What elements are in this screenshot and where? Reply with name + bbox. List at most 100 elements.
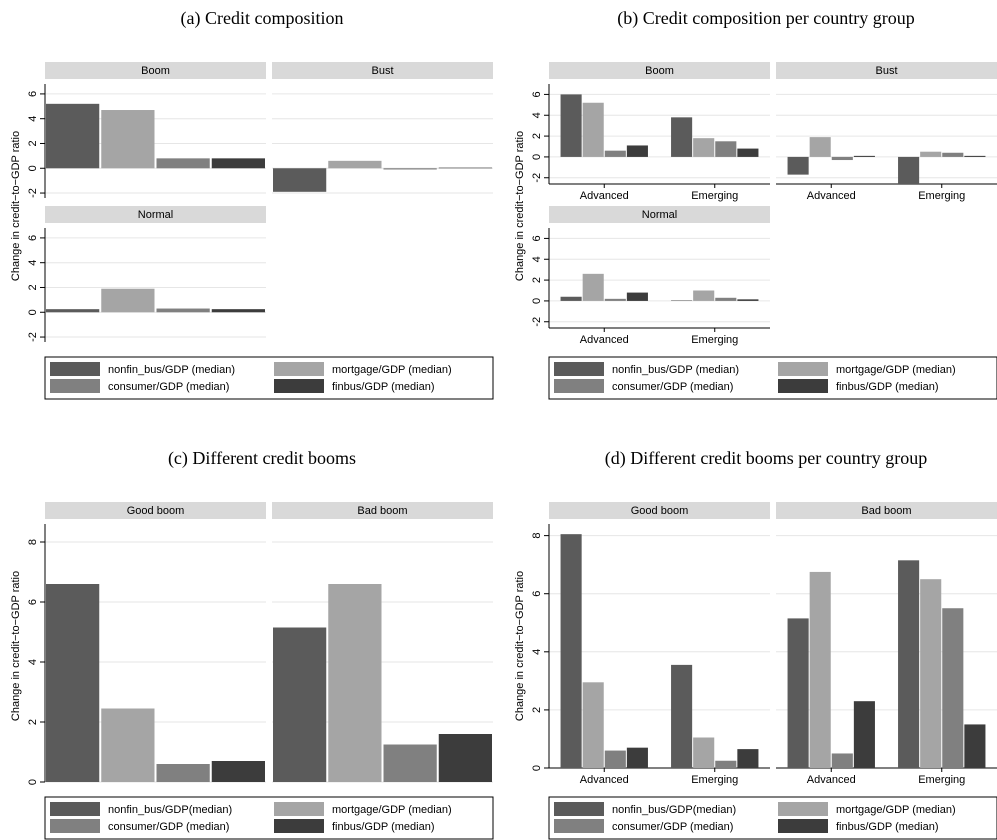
bar bbox=[383, 168, 437, 170]
bar bbox=[831, 753, 853, 768]
legend-box bbox=[548, 356, 997, 400]
chart-title: (b) Credit composition per country group bbox=[617, 8, 914, 29]
y-tick-label: 4 bbox=[531, 112, 543, 118]
legend-label: mortgage/GDP (median) bbox=[332, 364, 452, 376]
x-tick-label: Emerging bbox=[918, 774, 965, 786]
x-tick-label: Advanced bbox=[580, 190, 629, 202]
legend-swatch bbox=[554, 819, 604, 833]
facet-header bbox=[549, 62, 770, 79]
bar bbox=[898, 156, 920, 184]
facet-title: Bust bbox=[875, 65, 897, 77]
facet-header bbox=[549, 502, 770, 519]
bar bbox=[942, 608, 964, 768]
bar bbox=[626, 145, 648, 157]
legend-swatch bbox=[554, 379, 604, 393]
legend-box bbox=[44, 796, 494, 840]
bar bbox=[273, 168, 327, 192]
y-tick-label: 2 bbox=[531, 707, 543, 713]
facet-header bbox=[549, 206, 770, 223]
y-tick-label: 8 bbox=[27, 539, 39, 545]
y-tick-label: 6 bbox=[531, 235, 543, 241]
legend-label: mortgage/GDP (median) bbox=[332, 804, 452, 816]
y-tick-label: 2 bbox=[27, 284, 39, 290]
bar bbox=[942, 152, 964, 157]
bar bbox=[671, 300, 693, 301]
bar bbox=[787, 156, 809, 175]
facet-title: Boom bbox=[141, 65, 170, 77]
legend-label: finbus/GDP (median) bbox=[836, 381, 939, 393]
bar bbox=[964, 724, 986, 768]
bar bbox=[156, 764, 210, 782]
bar bbox=[582, 102, 604, 157]
y-tick-label: 0 bbox=[27, 165, 39, 171]
legend-box bbox=[548, 796, 997, 840]
x-tick-label: Emerging bbox=[691, 334, 738, 346]
legend-label: nonfin_bus/GDP(median) bbox=[612, 804, 736, 816]
bar bbox=[101, 708, 155, 782]
legend-swatch bbox=[50, 802, 100, 816]
bar bbox=[438, 734, 492, 782]
legend-label: consumer/GDP (median) bbox=[612, 381, 733, 393]
chart-title: (c) Different credit booms bbox=[168, 448, 356, 469]
legend-swatch bbox=[274, 362, 324, 376]
bar bbox=[853, 155, 875, 157]
y-axis-label: Change in credit−to−GDP ratio bbox=[514, 131, 526, 281]
chart-title: (d) Different credit booms per country g… bbox=[605, 448, 928, 469]
facet-title: Normal bbox=[138, 209, 173, 221]
facet-header bbox=[272, 62, 493, 79]
facet-title: Bad boom bbox=[861, 505, 911, 517]
bar bbox=[898, 560, 920, 768]
y-tick-label: 4 bbox=[531, 256, 543, 262]
bar bbox=[964, 155, 986, 157]
bar bbox=[328, 584, 382, 782]
bar bbox=[328, 160, 382, 169]
facet-header bbox=[45, 62, 266, 79]
bar bbox=[582, 273, 604, 301]
bar bbox=[715, 760, 737, 768]
bar bbox=[693, 737, 715, 768]
bar bbox=[787, 618, 809, 768]
bar bbox=[156, 158, 210, 169]
bar bbox=[693, 290, 715, 301]
bar bbox=[101, 110, 155, 169]
bar bbox=[604, 750, 626, 768]
bar bbox=[853, 701, 875, 768]
legend-label: nonfin_bus/GDP (median) bbox=[108, 364, 235, 376]
bar bbox=[671, 664, 693, 768]
y-tick-label: 2 bbox=[27, 719, 39, 725]
legend-box bbox=[44, 356, 494, 400]
legend-label: finbus/GDP (median) bbox=[836, 821, 939, 833]
bar bbox=[809, 137, 831, 157]
legend-swatch bbox=[778, 379, 828, 393]
x-tick-label: Advanced bbox=[580, 334, 629, 346]
bar bbox=[560, 94, 582, 157]
bar bbox=[101, 288, 155, 313]
legend-label: consumer/GDP (median) bbox=[612, 821, 733, 833]
y-tick-label: 4 bbox=[27, 659, 39, 665]
bar bbox=[604, 150, 626, 157]
y-tick-label: 4 bbox=[531, 649, 543, 655]
y-tick-label: 4 bbox=[27, 116, 39, 122]
bar bbox=[273, 627, 327, 782]
bar bbox=[46, 103, 100, 169]
y-tick-label: 2 bbox=[531, 133, 543, 139]
y-tick-label: 0 bbox=[531, 298, 543, 304]
bar bbox=[383, 744, 437, 782]
facet-header bbox=[776, 62, 997, 79]
bar bbox=[211, 158, 265, 169]
y-tick-label: 6 bbox=[531, 591, 543, 597]
bar bbox=[715, 141, 737, 157]
bar bbox=[626, 292, 648, 301]
bar bbox=[920, 151, 942, 157]
y-axis-label: Change in credit−to−GDP ratio bbox=[10, 571, 22, 721]
x-tick-label: Emerging bbox=[691, 774, 738, 786]
legend-label: consumer/GDP (median) bbox=[108, 821, 229, 833]
bar bbox=[671, 117, 693, 157]
legend-swatch bbox=[554, 362, 604, 376]
legend-swatch bbox=[778, 819, 828, 833]
facet-header bbox=[776, 502, 997, 519]
legend-label: mortgage/GDP (median) bbox=[836, 364, 956, 376]
y-tick-label: 2 bbox=[531, 277, 543, 283]
legend-label: mortgage/GDP (median) bbox=[836, 804, 956, 816]
